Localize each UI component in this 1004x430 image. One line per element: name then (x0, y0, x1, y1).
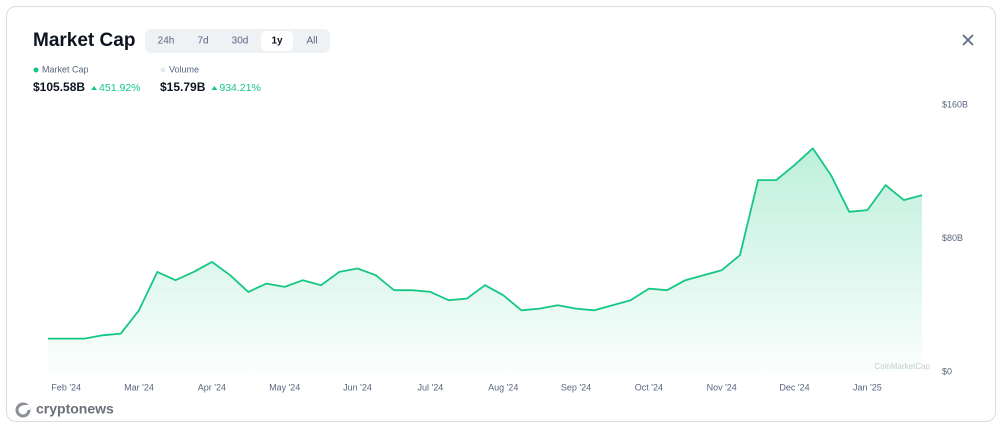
x-tick-label: May '24 (269, 382, 300, 392)
legend-dot (33, 67, 39, 73)
x-tick-label: Aug '24 (488, 382, 518, 392)
legend-dot (160, 67, 166, 73)
x-tick-label: Oct '24 (635, 382, 663, 392)
brand-logo (15, 402, 31, 418)
line (48, 147, 923, 340)
summary-change: 934.21% (219, 82, 260, 94)
x-tick-label: Mar '24 (124, 382, 154, 392)
x-tick-label: Nov '24 (707, 382, 737, 392)
summary-value: $105.58B (33, 80, 85, 94)
tab[interactable]: All (306, 36, 317, 47)
legend-label: Volume (169, 64, 199, 74)
tab[interactable]: 1y (271, 36, 283, 47)
x-tick-label: Jan '25 (853, 382, 882, 392)
x-tick-label: Dec '24 (779, 382, 809, 392)
x-tick-label: Jul '24 (418, 382, 444, 392)
up-arrow (91, 86, 98, 90)
tab-active[interactable] (261, 31, 293, 51)
summary-change: 451.92% (99, 82, 140, 94)
title: Market Cap (33, 30, 135, 51)
x-tick-label: Jun '24 (343, 382, 372, 392)
x-tick-label: Sep '24 (561, 382, 591, 392)
y-tick-label: $80B (942, 233, 963, 243)
up-arrow (211, 86, 218, 90)
tab[interactable]: 24h (158, 36, 175, 47)
brand: cryptonews (36, 401, 114, 417)
summary-value: $15.79B (160, 80, 206, 94)
tab[interactable]: 30d (232, 36, 249, 47)
tab[interactable]: 7d (197, 36, 208, 47)
close-button[interactable] (962, 34, 974, 46)
x-tick-label: Apr '24 (198, 382, 226, 392)
area (48, 148, 922, 372)
x-tick-label: Feb '24 (51, 382, 81, 392)
y-tick-label: $160B (942, 99, 968, 109)
modal (6, 6, 996, 422)
y-tick-label: $0 (942, 366, 952, 376)
legend-label: Market Cap (42, 64, 89, 74)
